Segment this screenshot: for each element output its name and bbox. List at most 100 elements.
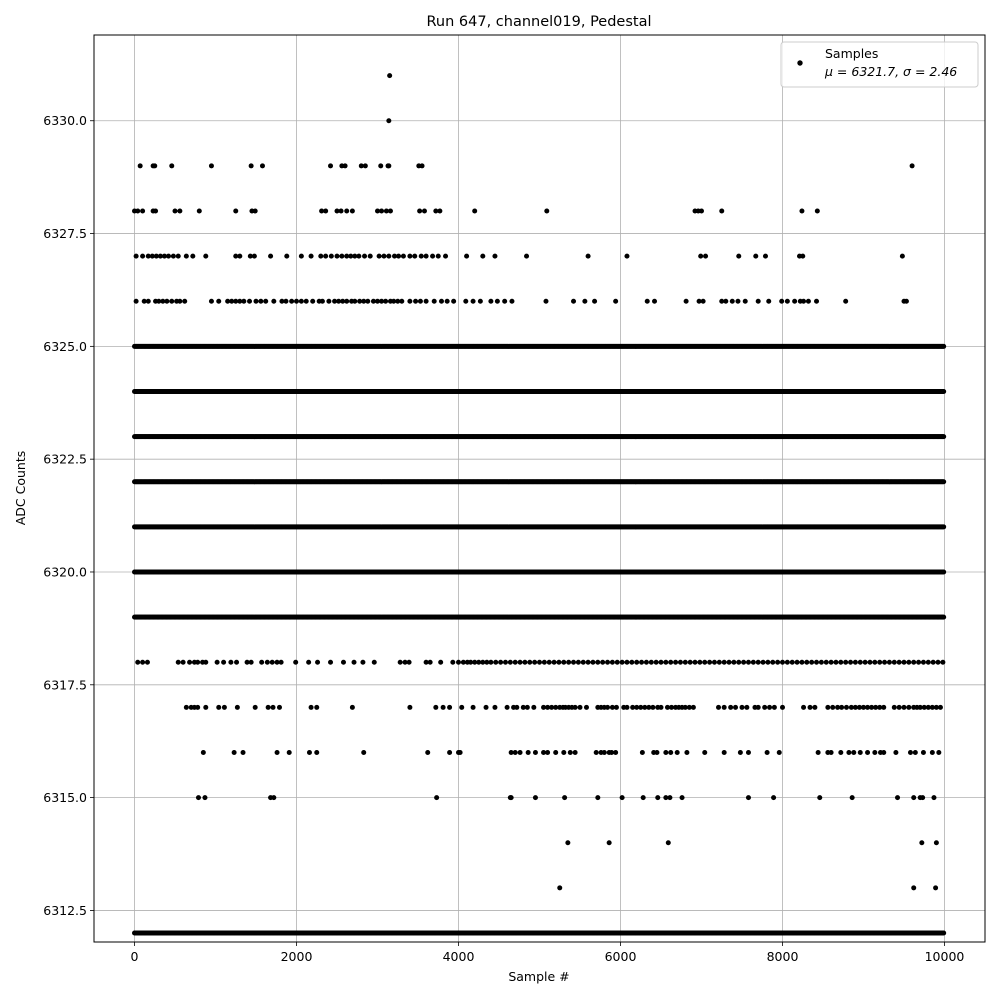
data-point bbox=[234, 659, 240, 665]
data-point bbox=[815, 749, 821, 755]
data-point bbox=[549, 704, 555, 710]
data-point bbox=[646, 704, 652, 710]
data-point bbox=[882, 659, 888, 665]
data-point bbox=[741, 659, 747, 665]
chart-title: Run 647, channel019, Pedestal bbox=[426, 14, 651, 30]
data-point bbox=[896, 659, 902, 665]
data-point bbox=[755, 704, 761, 710]
data-point bbox=[750, 659, 756, 665]
data-point bbox=[775, 659, 781, 665]
data-point bbox=[916, 659, 922, 665]
data-point bbox=[221, 659, 227, 665]
data-point bbox=[306, 659, 312, 665]
data-point bbox=[286, 749, 292, 755]
data-point bbox=[423, 659, 429, 665]
data-point bbox=[639, 659, 645, 665]
data-point bbox=[789, 659, 795, 665]
data-point bbox=[940, 659, 946, 665]
data-point bbox=[634, 704, 640, 710]
data-point bbox=[572, 749, 578, 755]
data-point bbox=[893, 749, 899, 755]
data-point bbox=[861, 704, 866, 710]
data-point bbox=[653, 659, 659, 665]
data-point bbox=[877, 704, 883, 710]
data-point bbox=[862, 659, 868, 665]
data-point bbox=[244, 659, 250, 665]
data-point bbox=[848, 659, 854, 665]
data-point bbox=[580, 659, 586, 665]
data-point bbox=[507, 659, 513, 665]
data-point bbox=[470, 704, 476, 710]
data-point bbox=[857, 659, 863, 665]
data-point bbox=[867, 659, 873, 665]
data-point bbox=[619, 659, 625, 665]
data-point bbox=[838, 749, 844, 755]
data-point bbox=[901, 704, 907, 710]
data-point bbox=[658, 659, 664, 665]
data-point bbox=[843, 659, 849, 665]
data-point bbox=[609, 749, 615, 755]
data-point bbox=[634, 659, 640, 665]
data-point bbox=[668, 659, 674, 665]
data-point bbox=[825, 704, 831, 710]
data-point bbox=[745, 659, 751, 665]
data-point bbox=[561, 749, 567, 755]
data-point bbox=[655, 795, 661, 801]
data-point bbox=[553, 749, 559, 755]
data-point bbox=[936, 749, 942, 755]
data-point bbox=[264, 659, 270, 665]
data-point bbox=[214, 659, 220, 665]
data-point bbox=[733, 704, 739, 710]
data-point bbox=[907, 749, 913, 755]
data-point bbox=[919, 840, 925, 846]
data-point bbox=[306, 749, 312, 755]
data-point bbox=[508, 795, 514, 801]
data-point bbox=[512, 659, 518, 665]
data-point bbox=[545, 749, 551, 755]
data-point bbox=[776, 749, 782, 755]
data-point bbox=[200, 749, 206, 755]
data-point bbox=[308, 704, 314, 710]
data-point bbox=[619, 795, 625, 801]
data-point bbox=[638, 704, 644, 710]
data-point bbox=[450, 659, 456, 665]
data-point bbox=[600, 659, 606, 665]
data-point bbox=[739, 704, 745, 710]
data-point bbox=[624, 659, 630, 665]
data-point bbox=[809, 659, 815, 665]
data-point bbox=[562, 795, 568, 801]
data-point bbox=[231, 749, 237, 755]
data-point bbox=[848, 704, 854, 710]
data-point bbox=[830, 704, 836, 710]
data-point bbox=[557, 885, 563, 891]
data-point bbox=[514, 704, 520, 710]
data-point bbox=[613, 749, 619, 755]
data-point bbox=[545, 704, 551, 710]
data-point bbox=[328, 659, 334, 665]
data-point bbox=[259, 659, 265, 665]
data-point bbox=[293, 659, 299, 665]
data-point bbox=[427, 659, 433, 665]
data-point bbox=[835, 704, 841, 710]
data-point bbox=[203, 659, 209, 665]
data-point bbox=[314, 749, 320, 755]
data-point bbox=[877, 659, 883, 665]
data-point bbox=[524, 704, 530, 710]
data-point bbox=[572, 704, 578, 710]
data-point bbox=[663, 749, 669, 755]
data-point bbox=[702, 659, 708, 665]
data-point bbox=[135, 659, 141, 665]
data-point bbox=[668, 749, 674, 755]
data-point bbox=[745, 795, 751, 801]
data-point bbox=[265, 704, 271, 710]
data-point bbox=[667, 795, 673, 801]
data-point bbox=[697, 659, 703, 665]
data-point bbox=[561, 659, 567, 665]
data-point bbox=[896, 704, 902, 710]
data-point bbox=[447, 749, 453, 755]
data-point bbox=[269, 659, 275, 665]
data-point bbox=[541, 749, 547, 755]
data-point bbox=[933, 840, 939, 846]
data-point bbox=[911, 795, 917, 801]
